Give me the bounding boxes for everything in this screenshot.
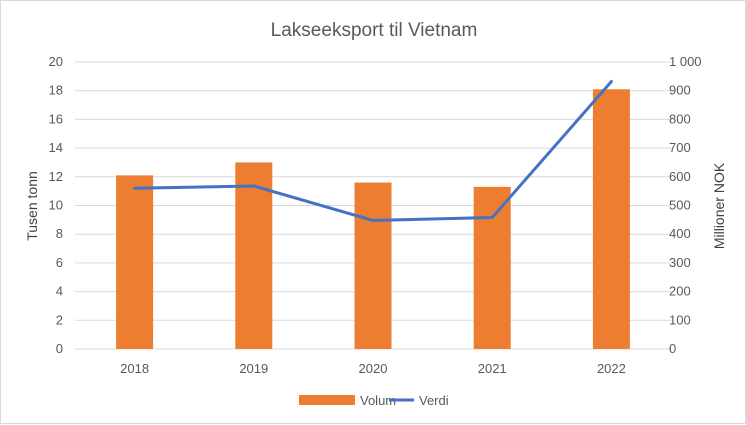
volum-bars: [116, 89, 630, 349]
left-tick-label: 8: [56, 226, 63, 241]
right-axis-ticks: 0 100 200 300 400 500 600 700 800 900 1 000: [669, 54, 702, 356]
right-tick-label: 700: [669, 140, 691, 155]
verdi-series-line: [133, 80, 613, 222]
volum-bar: [473, 186, 511, 349]
left-tick-label: 12: [49, 169, 63, 184]
legend: Volum Verdi: [299, 393, 449, 408]
right-tick-label: 1 000: [669, 54, 702, 69]
volum-bar: [235, 162, 273, 349]
legend-volum-swatch: [299, 395, 355, 405]
left-axis-ticks: 0 2 4 6 8 10 12 14 16 18 20: [49, 54, 63, 356]
x-axis-ticks: 2018 2019 2020 2021 2022: [120, 361, 626, 376]
right-tick-label: 300: [669, 255, 691, 270]
volum-bar: [116, 175, 154, 349]
right-tick-label: 800: [669, 111, 691, 126]
right-axis-title: Millioner NOK: [711, 162, 727, 249]
right-tick-label: 600: [669, 169, 691, 184]
legend-verdi-label: Verdi: [419, 393, 449, 408]
left-axis-title: Tusen tonn: [24, 171, 40, 241]
x-tick-label: 2020: [359, 361, 388, 376]
left-tick-label: 14: [49, 140, 63, 155]
left-tick-label: 20: [49, 54, 63, 69]
left-tick-label: 0: [56, 341, 63, 356]
right-tick-label: 900: [669, 83, 691, 98]
volum-bar: [354, 182, 392, 349]
left-tick-label: 2: [56, 312, 63, 327]
x-tick-label: 2018: [120, 361, 149, 376]
right-tick-label: 500: [669, 198, 691, 213]
left-tick-label: 6: [56, 255, 63, 270]
right-tick-label: 400: [669, 226, 691, 241]
left-tick-label: 10: [49, 198, 63, 213]
x-tick-label: 2021: [478, 361, 507, 376]
chart-title: Lakseeksport til Vietnam: [271, 20, 478, 41]
x-tick-label: 2019: [239, 361, 268, 376]
left-tick-label: 4: [56, 284, 63, 299]
right-tick-label: 0: [669, 341, 676, 356]
right-tick-label: 200: [669, 284, 691, 299]
right-tick-label: 100: [669, 312, 691, 327]
verdi-line: [133, 80, 613, 222]
left-tick-label: 16: [49, 111, 63, 126]
x-tick-label: 2022: [597, 361, 626, 376]
legend-volum-label: Volum: [360, 393, 396, 408]
left-tick-label: 18: [49, 83, 63, 98]
volum-bar: [592, 89, 630, 349]
